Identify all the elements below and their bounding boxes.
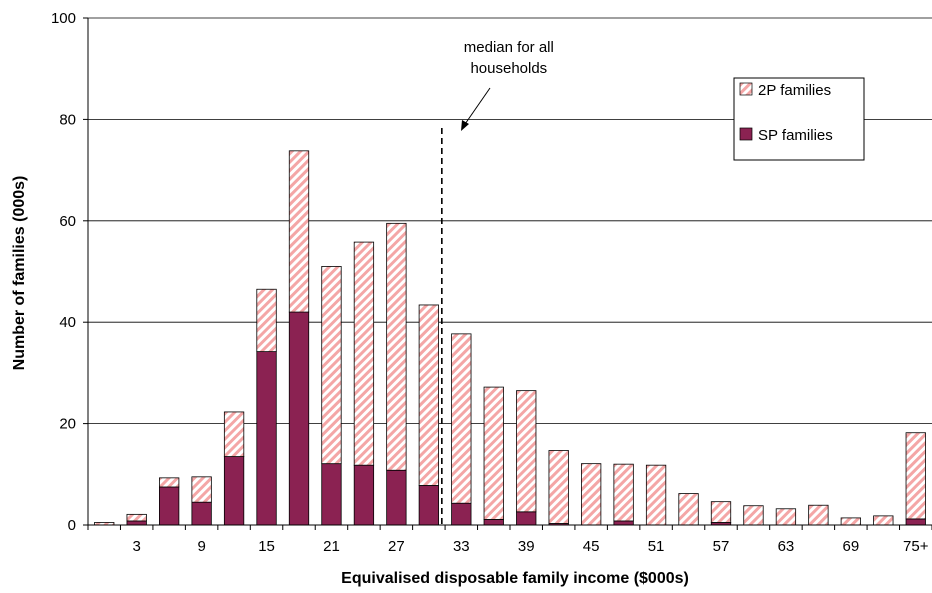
bar-2p — [581, 463, 602, 526]
y-axis-title: Number of families (000s) — [11, 176, 28, 371]
x-tick-label: 15 — [258, 538, 275, 555]
bar-2p — [905, 432, 926, 520]
bar-sp — [321, 463, 342, 526]
x-tick-label: 3 — [133, 538, 141, 555]
x-tick-label: 69 — [843, 538, 860, 555]
bar-2p — [418, 304, 439, 486]
x-tick-label: 39 — [518, 538, 535, 555]
x-tick-label: 75+ — [903, 538, 929, 555]
bar-sp — [288, 311, 310, 526]
bar-2p — [516, 390, 537, 513]
bar-sp — [256, 351, 277, 526]
y-tick-label: 20 — [59, 416, 76, 433]
bar-2p — [126, 513, 147, 522]
median-annotation: median for all households — [441, 39, 554, 525]
x-tick-labels: 3 9 15 21 27 33 39 45 51 57 63 69 75+ — [133, 538, 929, 555]
median-arrowhead — [461, 120, 469, 131]
legend-box — [733, 77, 865, 161]
bar-2p — [548, 450, 569, 524]
bar-sp — [353, 464, 375, 526]
y-tick-labels: 0 20 40 60 80 100 — [51, 10, 76, 534]
bar-2p — [288, 150, 310, 313]
x-tick-label: 51 — [648, 538, 665, 555]
x-tick-label: 45 — [583, 538, 600, 555]
x-tick-label: 21 — [323, 538, 340, 555]
x-tick-label: 27 — [388, 538, 405, 555]
bar-2p — [743, 505, 764, 526]
x-tick-label: 9 — [197, 538, 205, 555]
x-tick-label: 57 — [713, 538, 730, 555]
bar-sp — [223, 456, 245, 526]
bar-2p — [451, 333, 472, 504]
bar-2p — [386, 222, 407, 471]
bar-2p — [873, 515, 894, 526]
bar-sp — [418, 485, 439, 526]
legend: 2P families SP families — [733, 77, 865, 161]
median-arrow — [462, 87, 491, 128]
x-axis-title: Equivalised disposable family income ($0… — [341, 570, 689, 587]
x-tick-label: 33 — [453, 538, 470, 555]
legend-swatch-2p — [739, 82, 753, 96]
bar-2p — [191, 476, 212, 503]
bars — [94, 150, 926, 526]
bar-2p — [710, 501, 732, 523]
median-label: median for all — [464, 39, 554, 56]
legend-label-2p: 2P families — [758, 82, 831, 99]
bar-2p — [223, 411, 245, 457]
bar-2p — [840, 517, 861, 526]
bar-2p — [678, 493, 699, 526]
bar-sp — [905, 518, 926, 526]
legend-label-sp: SP families — [758, 127, 833, 144]
y-tick-label: 40 — [59, 314, 76, 331]
bar-2p — [353, 241, 375, 466]
median-label: households — [470, 60, 547, 77]
bar-sp — [386, 469, 407, 526]
bar-2p — [808, 504, 829, 526]
bar-2p — [775, 508, 797, 526]
bar-2p — [483, 386, 504, 520]
bar-sp — [451, 502, 472, 526]
y-tick-label: 0 — [68, 517, 76, 534]
y-tick-label: 80 — [59, 111, 76, 128]
bar-2p — [256, 288, 277, 353]
bar-sp — [126, 520, 147, 526]
bar-2p — [159, 477, 180, 488]
legend-swatch-sp — [739, 127, 753, 141]
bar-sp — [516, 511, 537, 526]
bar-2p — [613, 463, 634, 522]
bar-sp — [159, 486, 180, 526]
x-tick-label: 63 — [778, 538, 795, 555]
bar-sp — [191, 501, 212, 526]
bar-2p — [321, 266, 342, 465]
y-tick-label: 100 — [51, 10, 76, 27]
axes — [83, 17, 932, 530]
bar-sp — [483, 519, 504, 526]
y-tick-label: 60 — [59, 213, 76, 230]
bar-2p — [645, 464, 667, 526]
bar-sp — [613, 520, 634, 526]
